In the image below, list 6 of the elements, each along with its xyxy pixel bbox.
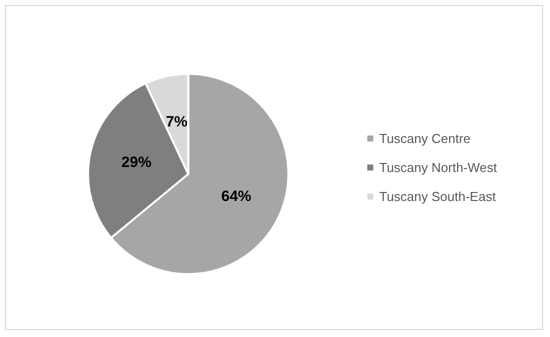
legend-label: Tuscany Centre bbox=[379, 131, 471, 146]
data-label: 29% bbox=[121, 154, 152, 171]
data-label: 7% bbox=[166, 114, 188, 131]
data-label: 64% bbox=[221, 188, 252, 206]
legend-label: Tuscany North-West bbox=[379, 160, 498, 175]
legend-label: Tuscany South-East bbox=[379, 189, 496, 204]
